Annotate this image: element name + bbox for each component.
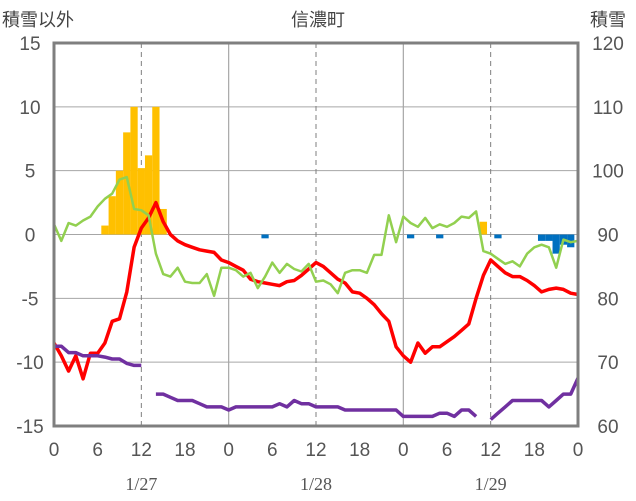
precip-bar	[545, 234, 553, 241]
snowfall-bar	[108, 196, 116, 235]
x-ticks: 0 6 12 18 0 6 12 18 0 6 12 18 0	[49, 440, 584, 461]
x-tick-label: 0	[398, 440, 409, 461]
precip-bar	[261, 234, 269, 239]
snow_depth-line	[54, 344, 142, 368]
left-y-tick-label: -10	[16, 353, 43, 374]
x-tick-label: 12	[305, 440, 326, 461]
snow_depth-line	[489, 377, 580, 421]
x-tick-label: 6	[442, 440, 453, 461]
chart-title: 信濃町	[291, 10, 345, 30]
snowfall-bar	[144, 155, 153, 235]
precip-bar	[494, 234, 502, 239]
x-tick-label: 12	[480, 440, 501, 461]
temperature-line	[52, 200, 579, 381]
left-y-ticks: 15 10 5 0 -5 -10 -15	[16, 34, 43, 438]
date-labels: 1/27 1/28 1/29	[125, 474, 506, 494]
left-y-tick-label: 0	[25, 226, 36, 247]
bar-series	[101, 106, 575, 254]
left-y-tick-label: -5	[22, 289, 39, 310]
right-y-ticks: 120 110 100 90 80 70 60	[592, 34, 624, 438]
x-tick-label: 18	[349, 440, 370, 461]
x-tick-label: 18	[524, 440, 545, 461]
right-y-tick-label: 70	[597, 353, 618, 374]
x-tick-label: 12	[131, 440, 152, 461]
right-y-tick-label: 110	[593, 98, 623, 119]
snowfall-bar	[130, 106, 138, 235]
right-y-tick-label: 60	[597, 417, 618, 438]
snowfall-bar	[152, 106, 160, 235]
x-tick-label: 18	[174, 440, 195, 461]
left-axis-label: 積雪以外	[2, 10, 74, 30]
x-tick-label: 0	[49, 440, 60, 461]
right-y-tick-label: 100	[592, 162, 624, 183]
snowfall-bar	[115, 170, 124, 235]
right-axis-label: 積雪	[590, 10, 626, 30]
humidity_like-line	[52, 175, 579, 298]
right-y-tick-label: 90	[597, 226, 618, 247]
date-label: 1/29	[475, 474, 507, 494]
left-y-tick-label: -15	[16, 417, 43, 438]
precip-bar	[552, 234, 560, 254]
x-tick-label: 0	[223, 440, 234, 461]
snowfall-bar	[479, 221, 488, 235]
plot-frame	[52, 41, 580, 428]
date-label: 1/27	[125, 474, 157, 494]
snowfall-bar	[137, 168, 145, 235]
precip-bar	[406, 234, 415, 239]
x-tick-label: 6	[267, 440, 278, 461]
precip-bar	[537, 234, 546, 241]
x-tick-label: 0	[573, 440, 584, 461]
snowfall-bar	[101, 225, 109, 235]
date-label: 1/28	[300, 474, 332, 494]
x-tick-label: 6	[92, 440, 103, 461]
left-y-tick-label: 10	[19, 98, 40, 119]
snowfall-bar	[123, 132, 131, 235]
right-y-tick-label: 80	[597, 289, 618, 310]
left-y-tick-label: 5	[25, 162, 36, 183]
line-series	[52, 175, 580, 421]
snow_depth-line	[155, 392, 478, 419]
left-y-tick-label: 15	[19, 34, 40, 55]
right-y-tick-label: 120	[592, 34, 624, 55]
precip-bar	[436, 234, 444, 239]
